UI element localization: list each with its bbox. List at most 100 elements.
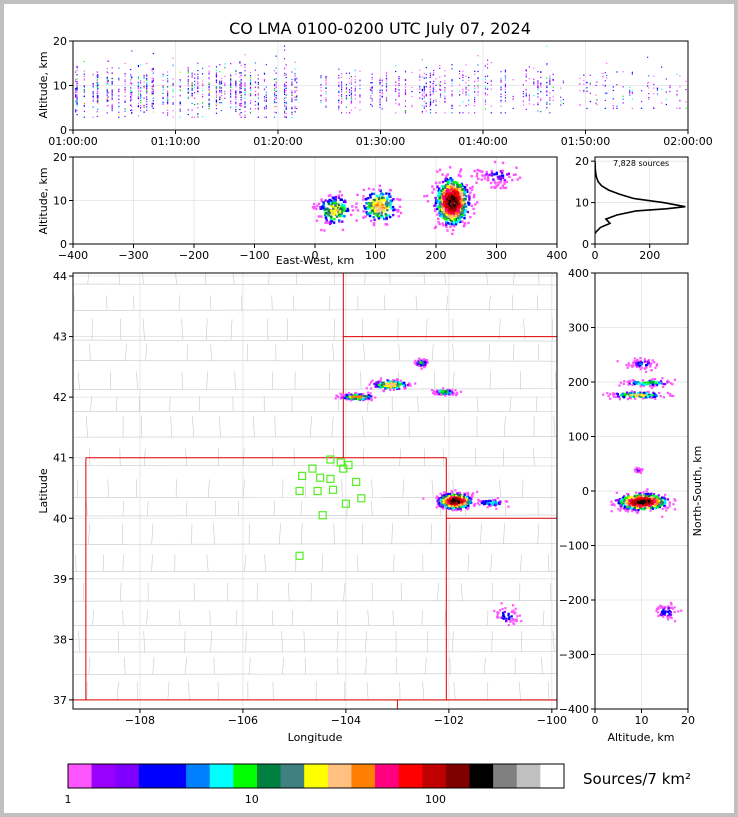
source-point xyxy=(152,111,154,113)
source-point xyxy=(441,185,444,188)
source-point xyxy=(456,182,459,186)
source-point xyxy=(622,86,624,88)
source-point xyxy=(462,88,464,90)
source-point xyxy=(540,71,542,73)
source-point xyxy=(385,216,388,220)
source-point xyxy=(499,170,503,173)
source-point xyxy=(83,79,85,81)
source-point xyxy=(208,94,210,96)
source-point xyxy=(616,71,618,73)
source-point xyxy=(348,394,351,397)
source-point xyxy=(484,88,487,90)
source-point xyxy=(483,501,486,504)
source-point xyxy=(514,618,517,621)
source-point xyxy=(441,222,444,225)
source-point xyxy=(421,110,423,113)
source-point xyxy=(512,107,514,110)
source-point xyxy=(604,92,606,94)
county-line xyxy=(364,630,368,653)
source-point xyxy=(579,83,581,85)
source-point xyxy=(465,183,468,187)
source-point xyxy=(197,82,199,84)
county-line xyxy=(92,610,95,626)
source-point xyxy=(325,99,327,101)
source-point xyxy=(528,66,530,68)
source-point xyxy=(379,379,382,382)
source-point xyxy=(475,172,479,175)
source-point xyxy=(437,221,440,224)
source-point xyxy=(479,500,483,503)
source-point xyxy=(362,216,365,219)
source-point xyxy=(378,184,382,187)
source-point xyxy=(197,115,199,117)
source-point xyxy=(379,89,381,91)
source-point xyxy=(187,85,189,87)
source-point xyxy=(448,186,452,189)
source-point xyxy=(118,102,120,104)
source-point xyxy=(435,104,437,106)
source-point xyxy=(471,495,474,498)
source-point xyxy=(386,196,389,200)
source-point xyxy=(511,178,514,182)
source-point xyxy=(240,72,242,74)
source-point xyxy=(335,215,339,218)
source-point xyxy=(369,395,372,398)
source-point xyxy=(219,86,221,88)
source-point xyxy=(459,212,463,216)
source-point xyxy=(235,92,237,94)
source-point xyxy=(378,204,382,208)
source-point xyxy=(459,105,461,107)
source-point xyxy=(365,387,368,390)
source-point xyxy=(396,210,400,213)
source-point xyxy=(257,104,259,106)
source-point xyxy=(172,89,174,91)
source-point xyxy=(462,497,465,500)
source-point xyxy=(385,204,389,208)
county-line xyxy=(248,657,251,675)
source-point xyxy=(111,106,113,109)
source-point xyxy=(451,505,454,508)
source-point xyxy=(661,102,663,104)
county-boundaries xyxy=(73,273,557,701)
source-point xyxy=(629,93,631,95)
source-point xyxy=(473,212,476,215)
source-point xyxy=(346,207,349,211)
source-point xyxy=(375,208,378,212)
source-point xyxy=(294,99,296,101)
source-point xyxy=(97,99,99,101)
source-point xyxy=(497,616,500,619)
source-point xyxy=(118,95,120,97)
source-point xyxy=(139,64,142,66)
source-point xyxy=(107,72,109,74)
source-point xyxy=(329,209,333,213)
source-point xyxy=(413,361,416,364)
source-point xyxy=(283,92,286,94)
source-point xyxy=(106,77,108,79)
source-point xyxy=(533,78,535,80)
source-point xyxy=(423,195,426,198)
source-point xyxy=(106,95,108,97)
source-point xyxy=(366,206,370,209)
source-point xyxy=(656,87,659,89)
source-point xyxy=(462,205,465,209)
source-point xyxy=(440,189,443,193)
source-point xyxy=(631,98,633,100)
source-point xyxy=(450,389,454,392)
source-point xyxy=(665,91,667,93)
source-point xyxy=(423,95,425,97)
source-point xyxy=(152,72,154,74)
county-line xyxy=(85,415,88,438)
source-point xyxy=(462,74,464,77)
source-point xyxy=(257,83,259,85)
source-point xyxy=(476,201,479,204)
source-point xyxy=(273,100,276,103)
source-point xyxy=(409,384,412,387)
source-point xyxy=(459,390,463,393)
source-point xyxy=(447,216,450,220)
source-point xyxy=(449,216,452,219)
source-point xyxy=(340,85,343,87)
source-point xyxy=(283,45,286,47)
source-point xyxy=(345,209,348,213)
source-point xyxy=(291,94,293,96)
source-point xyxy=(322,203,326,206)
